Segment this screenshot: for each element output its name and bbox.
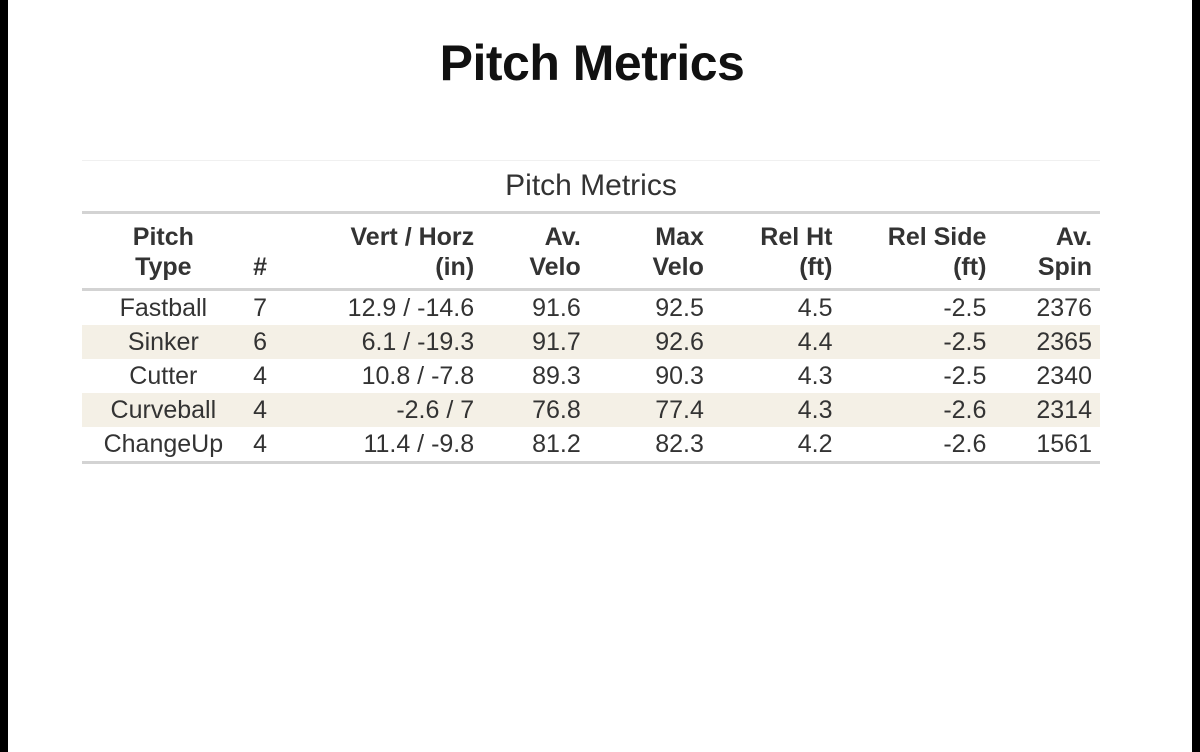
header-label-line1: Max <box>655 223 704 251</box>
cell-vert-horz: 12.9 / -14.6 <box>347 294 475 322</box>
cell-vert-horz: 10.8 / -7.8 <box>361 362 475 390</box>
table-row: Curveball 4 -2.6 / 7 76.8 77.4 4.3 -2.6 … <box>82 393 1100 427</box>
cell-vert-horz: 6.1 / -19.3 <box>275 325 483 359</box>
cell-av-velo: 76.8 <box>482 393 589 427</box>
cell-vert-horz: 11.4 / -9.8 <box>275 427 483 464</box>
cell-count: 7 <box>253 294 268 322</box>
cell-max-velo: 90.3 <box>655 362 704 390</box>
header-label-line2: Spin <box>1037 253 1092 281</box>
table-caption: Pitch Metrics <box>82 160 1100 214</box>
cell-rel-ht: 4.3 <box>797 362 833 390</box>
cell-rel-side: -2.6 <box>840 427 995 464</box>
header-label-line2: (ft) <box>953 253 987 281</box>
cell-rel-side: -2.5 <box>943 362 987 390</box>
cell-count: 4 <box>244 427 276 464</box>
cell-av-spin: 2376 <box>1036 294 1092 322</box>
cell-count: 6 <box>244 325 276 359</box>
cell-count: 4 <box>244 393 276 427</box>
cell-av-spin: 2365 <box>994 325 1100 359</box>
header-label-line2: (in) <box>435 253 475 281</box>
cell-av-velo: 91.7 <box>482 325 589 359</box>
header-count: # <box>244 214 276 291</box>
cell-vert-horz: -2.6 / 7 <box>275 393 483 427</box>
table-row: Sinker 6 6.1 / -19.3 91.7 92.6 4.4 -2.5 … <box>82 325 1100 359</box>
cell-pitch-type: Curveball <box>82 393 245 427</box>
header-label-line1: Av. <box>1055 223 1092 251</box>
page <box>8 0 1192 752</box>
header-vert-horz: Vert / Horz (in) <box>275 214 483 291</box>
header-label-line2: Velo <box>652 253 704 281</box>
cell-rel-ht: 4.5 <box>797 294 833 322</box>
cell-av-spin: 2340 <box>1036 362 1092 390</box>
cell-count: 4 <box>253 362 268 390</box>
cell-av-velo: 81.2 <box>482 427 589 464</box>
cell-max-velo: 82.3 <box>588 427 712 464</box>
cell-av-velo: 89.3 <box>532 362 581 390</box>
pitch-metrics-table: Pitch Type # Vert / Horz (in) Av. Velo M… <box>82 214 1100 464</box>
cell-pitch-type: Cutter <box>129 362 198 390</box>
header-av-velo: Av. Velo <box>482 214 589 291</box>
cell-rel-ht: 4.2 <box>711 427 841 464</box>
cell-max-velo: 92.6 <box>588 325 712 359</box>
cell-av-spin: 1561 <box>994 427 1100 464</box>
cell-rel-side: -2.6 <box>840 393 995 427</box>
cell-av-spin: 2314 <box>994 393 1100 427</box>
header-label-line1: Rel Side <box>887 223 987 251</box>
header-label-line1: Pitch <box>132 223 194 251</box>
header-label-line2: Type <box>135 253 192 281</box>
cell-pitch-type: Sinker <box>82 325 245 359</box>
table-row: ChangeUp 4 11.4 / -9.8 81.2 82.3 4.2 -2.… <box>82 427 1100 464</box>
header-label-line1: Av. <box>544 223 581 251</box>
header-label-line1: Vert / Horz <box>350 223 475 251</box>
cell-rel-side: -2.5 <box>943 294 987 322</box>
header-rel-ht: Rel Ht (ft) <box>711 214 841 291</box>
header-label-line2: # <box>253 253 268 281</box>
cell-max-velo: 92.5 <box>655 294 704 322</box>
table-row: Fastball 7 12.9 / -14.6 91.6 92.5 4.5 -2… <box>82 290 1100 326</box>
header-rel-side: Rel Side (ft) <box>840 214 995 291</box>
header-av-spin: Av. Spin <box>994 214 1100 291</box>
page-title: Pitch Metrics <box>439 35 745 91</box>
header-label-line2: (ft) <box>799 253 833 281</box>
header-max-velo: Max Velo <box>588 214 712 291</box>
cell-max-velo: 77.4 <box>588 393 712 427</box>
header-label-line2: Velo <box>529 253 581 281</box>
table-row: Cutter 4 10.8 / -7.8 89.3 90.3 4.3 -2.5 … <box>82 359 1100 393</box>
header-pitch-type: Pitch Type <box>82 214 245 291</box>
header-label-line1: Rel Ht <box>760 223 833 251</box>
cell-av-velo: 91.6 <box>532 294 581 322</box>
cell-pitch-type: ChangeUp <box>82 427 245 464</box>
table-header-row: Pitch Type # Vert / Horz (in) Av. Velo M… <box>82 214 1100 291</box>
cell-rel-ht: 4.4 <box>711 325 841 359</box>
cell-pitch-type: Fastball <box>119 294 208 322</box>
pitch-metrics-table-container: Pitch Metrics Pitch Type # <box>82 160 1100 464</box>
cell-rel-ht: 4.3 <box>711 393 841 427</box>
cell-rel-side: -2.5 <box>840 325 995 359</box>
